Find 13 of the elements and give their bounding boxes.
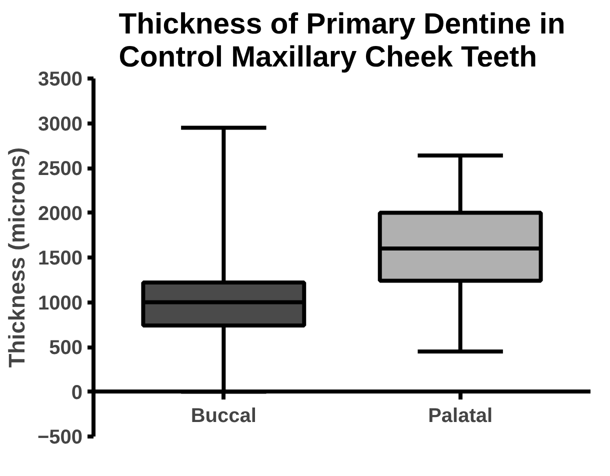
x-tick-label: Palatal — [428, 404, 493, 427]
y-tick-label: 3000 — [38, 113, 83, 136]
y-tick-label: 0 — [71, 382, 82, 404]
y-tick-label: −500 — [37, 426, 83, 448]
y-tick-label: 2500 — [38, 158, 83, 180]
y-tick-label: 3500 — [38, 68, 83, 90]
y-tick-label: 1000 — [38, 292, 83, 314]
y-tick-label: 2000 — [38, 202, 83, 225]
chart-title: Thickness of Primary Dentine in Control Maxillary Cheek Teeth — [118, 8, 566, 74]
y-tick-label: 1500 — [38, 248, 83, 270]
x-tick-label: Buccal — [190, 404, 256, 427]
y-tick-label: 500 — [49, 337, 83, 359]
y-axis-title: Thickness (microns) — [3, 147, 30, 368]
